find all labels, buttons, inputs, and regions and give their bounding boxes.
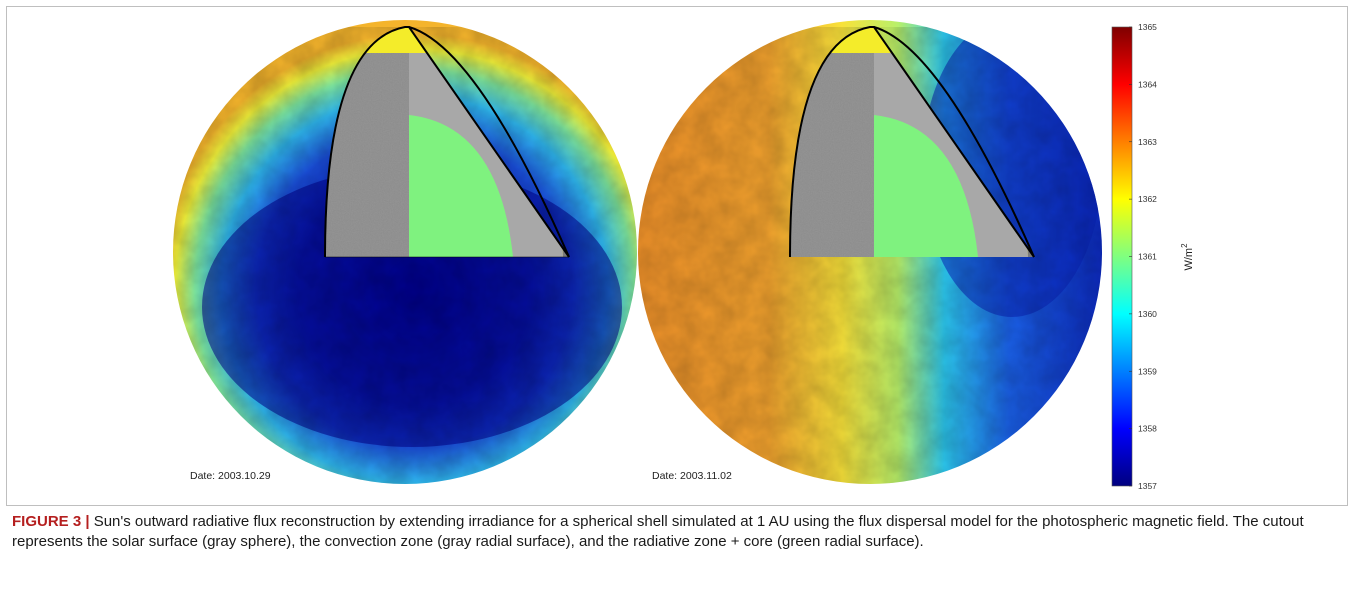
colorbar-ticks: 1365 1364 1363 1362 1361 1360 1359 1358 1357: [1129, 22, 1157, 491]
figure-label: FIGURE 3 |: [12, 513, 90, 530]
colorbar-tick-label: 1360: [1138, 309, 1157, 319]
colorbar-tick-label: 1359: [1138, 366, 1157, 376]
sphere-right: [638, 20, 1102, 484]
colorbar-tick-label: 1364: [1138, 79, 1157, 89]
colorbar: 1365 1364 1363 1362 1361 1360 1359 1358 1357 W/m…: [1111, 22, 1195, 491]
colorbar-tick-label: 1358: [1138, 424, 1157, 434]
caption-text: Sun's outward radiative flux reconstruct…: [12, 513, 1304, 550]
panel-right-date-label: Date: 2003.11.02: [652, 470, 732, 482]
panel-left-date-label: Date: 2003.10.29: [190, 470, 271, 482]
figure-graphic: Date: 2003.10.29 Date: 2003.11.02 1: [173, 20, 1195, 491]
colorbar-tick-label: 1363: [1138, 137, 1157, 147]
colorbar-tick-label: 1362: [1138, 194, 1157, 204]
colorbar-unit: W/m2: [1180, 243, 1195, 271]
figure-caption: FIGURE 3 | Sun's outward radiative flux …: [12, 512, 1342, 552]
colorbar-tick-label: 1361: [1138, 252, 1157, 262]
colorbar-tick-label: 1357: [1138, 481, 1157, 491]
sphere-left: [173, 20, 637, 484]
colorbar-tick-label: 1365: [1138, 22, 1157, 32]
figure-frame: Date: 2003.10.29 Date: 2003.11.02 1: [6, 6, 1348, 506]
